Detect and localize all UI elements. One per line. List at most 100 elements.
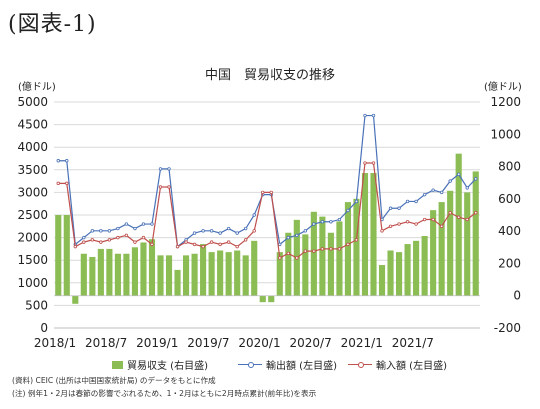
point-exports [312,222,316,226]
bar-trade-balance [55,215,62,296]
point-imports [474,211,478,215]
right-tick-label: 0 [513,289,521,303]
bar-trade-balance [268,295,275,303]
bar-trade-balance [106,248,113,296]
point-imports [371,161,376,165]
point-imports [261,190,265,195]
bar-trade-balance [361,173,369,296]
right-tick-label: 600 [498,192,521,206]
left-tick-label: 4000 [17,140,48,154]
bar-trade-balance [208,252,215,296]
point-imports [303,249,308,253]
point-imports [346,242,350,247]
point-exports [116,226,120,231]
point-exports [346,208,350,213]
bar-trade-balance [242,255,249,296]
point-exports [99,229,103,233]
point-exports [133,226,137,231]
bar-trade-balance [438,202,445,296]
bar-trade-balance [404,244,411,296]
left-tick-label: 3000 [17,185,48,199]
point-exports [337,217,342,222]
trade-balance-bars [55,153,479,304]
left-tick-label: 2500 [17,208,48,222]
bar-trade-balance [251,240,258,296]
point-imports [209,240,214,244]
point-imports [422,217,427,222]
point-imports [448,211,452,215]
bar-trade-balance [63,215,70,296]
right-tick-label: 200 [498,256,521,270]
point-imports [116,235,120,240]
right-axis-ticks: -200 0 200 400 600 800 1000 1200 [490,95,521,335]
bar-trade-balance [80,253,87,296]
point-exports [422,192,427,197]
point-imports [65,181,69,186]
point-imports [278,256,282,260]
legend-item-exports: 輸出額 (左目盛) [238,357,337,372]
point-imports [124,233,129,238]
point-imports [286,251,290,256]
left-tick-label: 5000 [17,95,48,109]
bar-trade-balance [302,234,309,296]
point-exports [218,231,222,235]
left-tick-label: 2000 [17,231,48,245]
point-exports [363,113,367,118]
point-imports [73,244,77,249]
point-exports [235,231,239,235]
bar-trade-balance [370,173,377,296]
figure-label: (図表-1) [8,12,97,37]
legend-label-balance: 貿易収支 (右目盛) [127,361,208,372]
point-imports [397,222,401,226]
x-tick-label: 2018/1 [34,336,76,350]
bar-trade-balance [259,295,266,303]
bar-trade-balance [225,252,232,296]
point-exports [141,222,146,226]
legend-label-imports: 輸入額 (左目盛) [376,361,447,372]
point-imports [167,185,171,189]
legend-item-balance: 貿易収支 (右目盛) [112,357,208,372]
point-imports [150,242,154,247]
bar-trade-balance [327,232,334,296]
x-tick-label: 2021/7 [392,336,434,350]
point-imports [235,244,239,249]
point-imports [295,256,299,260]
point-exports [371,113,376,118]
bar-trade-balance [157,255,164,296]
left-tick-label: 3500 [17,163,48,177]
export-import-lines [56,113,478,260]
chart-notes: (資料) CEIC (出所は中国国家統計局) のデータをもとに作成 (注) 例年… [12,374,316,400]
point-imports [465,217,469,222]
source-note: (資料) CEIC (出所は中国国家統計局) のデータをもとに作成 [12,376,216,385]
point-exports [65,159,69,163]
point-imports [337,247,342,251]
point-exports [252,213,256,217]
point-exports [90,229,95,233]
point-exports [465,186,469,190]
point-imports [158,185,163,189]
bar-trade-balance [464,192,471,296]
point-imports [405,220,410,224]
legend-swatch-exports [238,361,262,369]
point-exports [82,235,86,240]
point-imports [354,238,359,242]
point-exports [278,242,282,247]
x-tick-label: 2018/7 [85,336,127,350]
point-imports [388,224,393,228]
point-exports [150,222,154,226]
bar-trade-balance [447,190,454,296]
bar-trade-balance [89,256,96,296]
legend-item-imports: 輸入額 (左目盛) [348,357,447,372]
point-exports [354,199,359,204]
bar-trade-balance [378,265,386,296]
point-imports [99,240,103,244]
bar-trade-balance [344,202,352,296]
left-tick-label: 1000 [17,276,48,290]
point-exports [201,229,205,233]
point-exports [158,167,163,171]
legend-swatch-imports [348,361,372,369]
gridlines [54,101,480,329]
bar-trade-balance [148,239,156,296]
right-axis-unit: (億ドル) [484,82,522,93]
